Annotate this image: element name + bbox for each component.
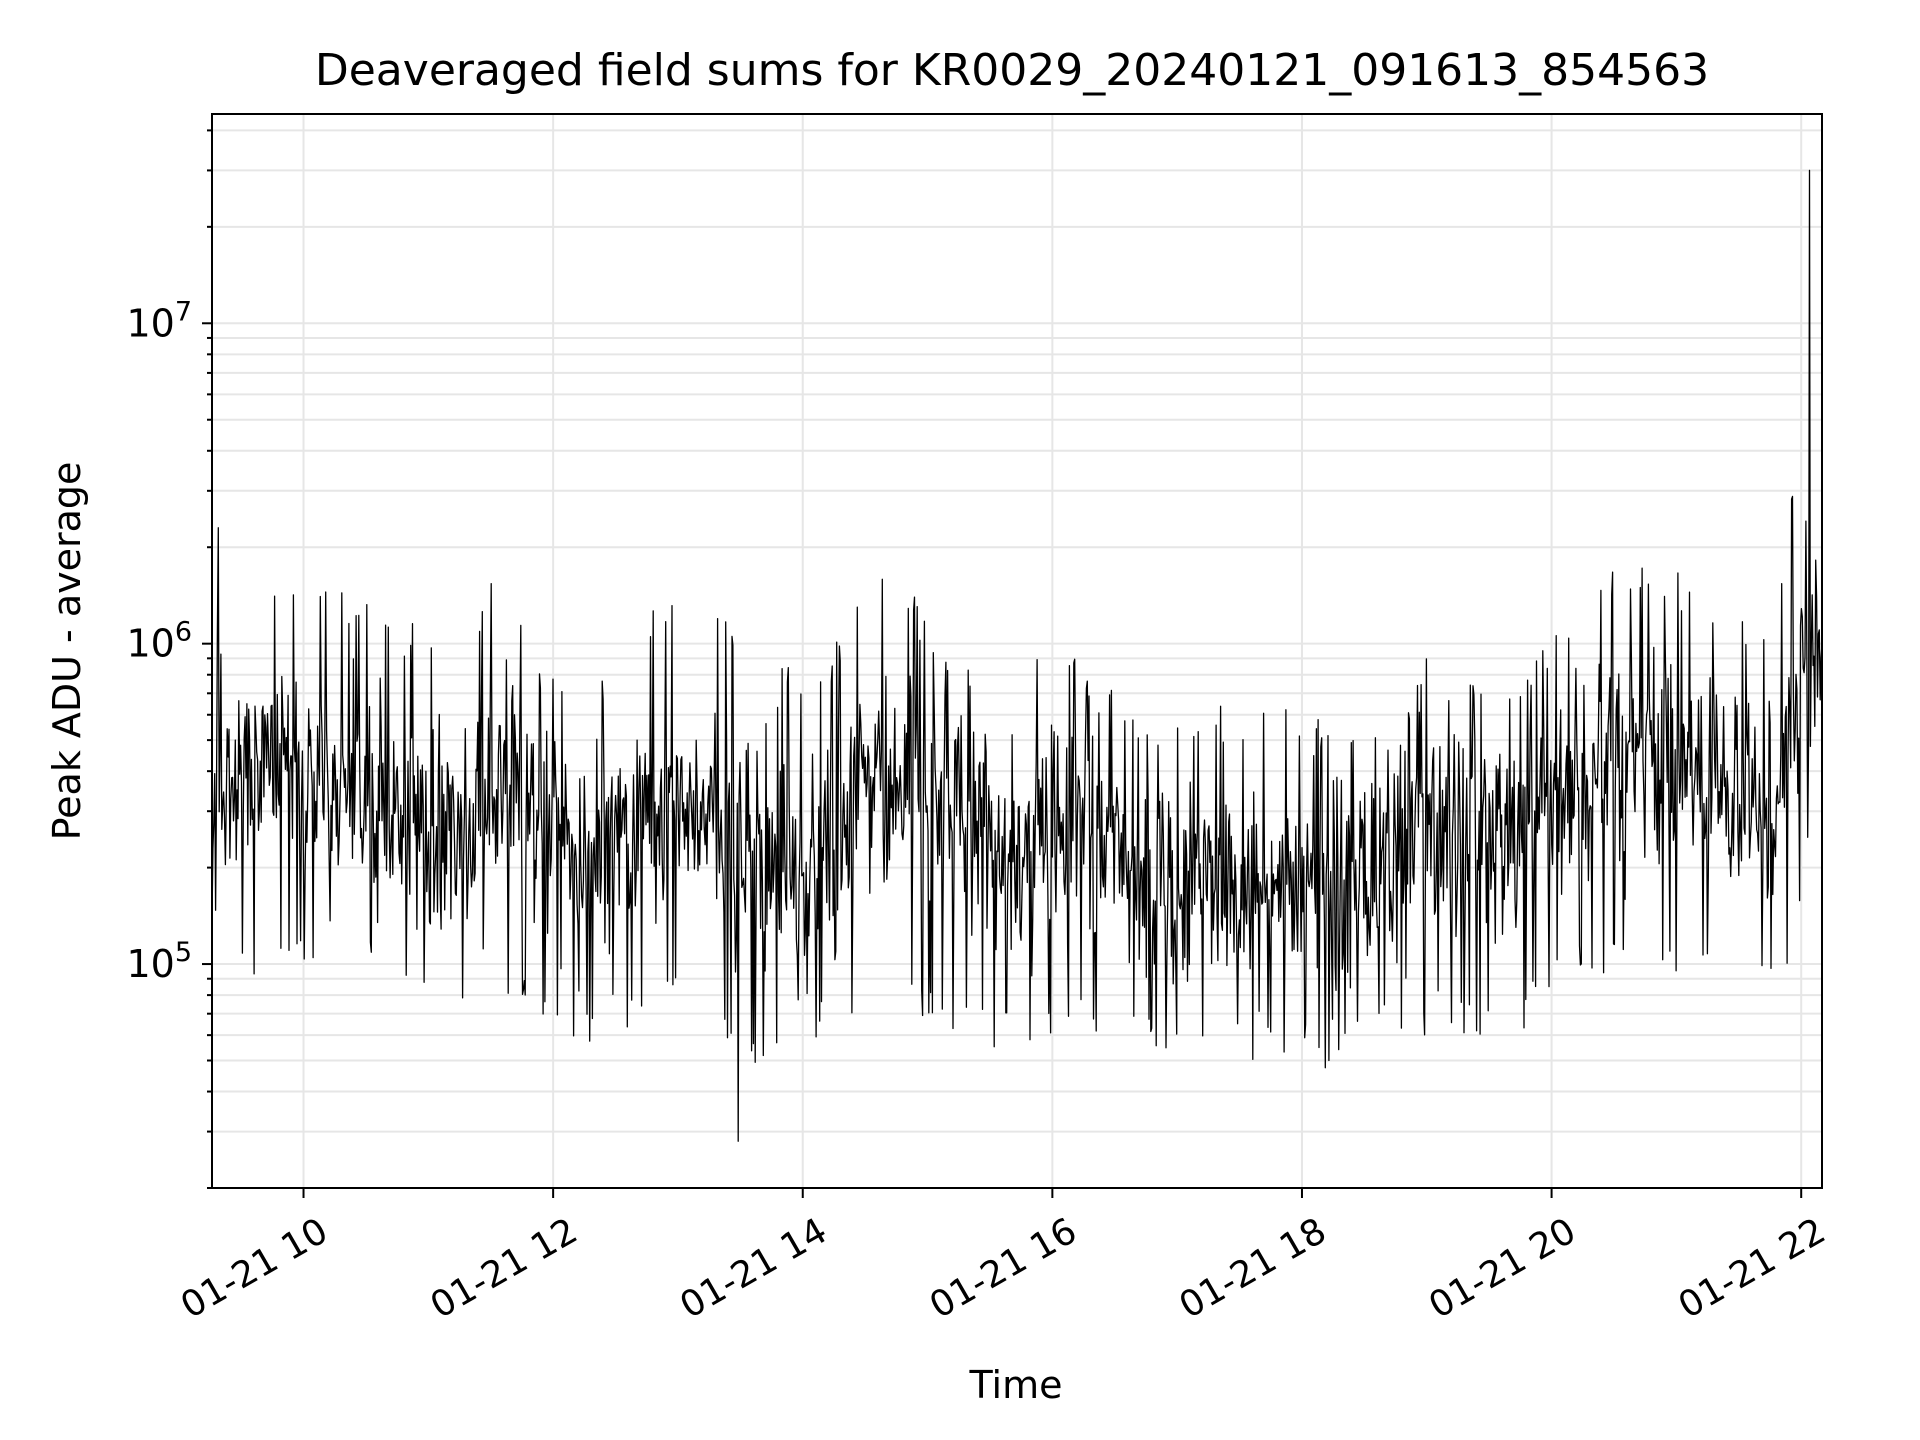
y-tick-label: 106: [126, 617, 192, 666]
y-tick-label: 107: [126, 296, 192, 345]
y-axis: 105 106 107: [126, 129, 212, 1189]
chart-title: Deaveraged field sums for KR0029_2024012…: [315, 45, 1709, 96]
y-axis-label: Peak ADU - average: [45, 462, 89, 841]
y-tick-label: 105: [126, 937, 192, 986]
plot-frame: [211, 113, 1823, 1189]
grid-layer: [212, 114, 1822, 1189]
series-line: [211, 169, 1823, 1142]
x-axis-label: Time: [969, 1363, 1063, 1407]
series-layer: [211, 169, 1823, 1142]
plot-area: [211, 113, 1823, 1189]
